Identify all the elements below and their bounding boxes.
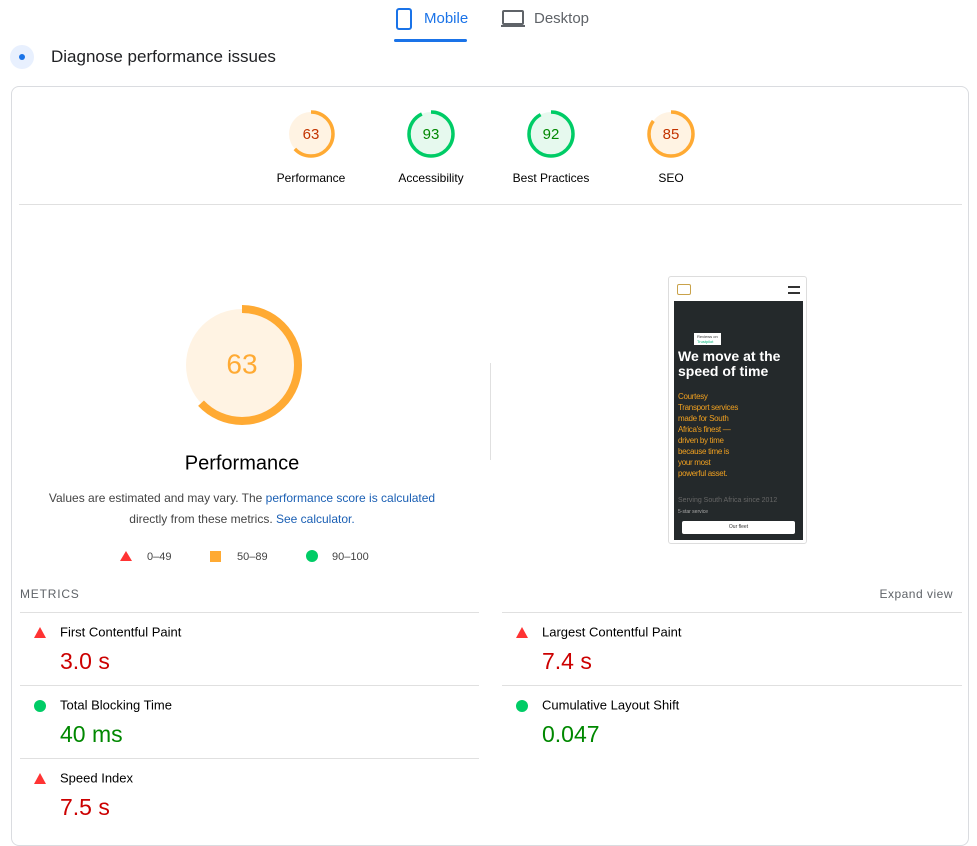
hero-body: Courtesy Transport services made for Sou… [678, 392, 739, 478]
stars: 5-star service [678, 509, 709, 515]
expand-view[interactable]: Expand view [879, 587, 953, 601]
gauge-bg [186, 309, 298, 421]
hero: Reviews on Trustpilot We move at the spee… [674, 301, 803, 540]
metric-value: 0.047 [542, 721, 600, 747]
menu-icon [788, 286, 800, 294]
metric-value: 40 ms [60, 721, 123, 747]
gauge-bg [649, 112, 693, 156]
gauge-score: 92 [543, 126, 560, 143]
gauge-bg [289, 112, 333, 156]
heading: Diagnose performance issues [51, 47, 276, 66]
trustpilot-badge: Reviews on Trustpilot [694, 333, 721, 345]
metric-name: First Contentful Paint [60, 624, 182, 639]
hero-button: Our fleet [682, 521, 795, 534]
metric-icon [516, 627, 528, 638]
desc-link[interactable]: See calculator. [275, 512, 355, 526]
metric-icon [34, 700, 46, 712]
gauge-arc [407, 110, 455, 158]
gauge-arc [647, 110, 695, 158]
metric-name: Cumulative Layout Shift [542, 697, 680, 712]
metric-value: 7.5 s [60, 794, 110, 820]
desktop-icon-base [501, 25, 525, 27]
gauge-label: Accessibility [398, 171, 463, 185]
gauge-arc [182, 305, 302, 425]
logo [677, 284, 691, 295]
gauge-label: SEO [658, 171, 683, 185]
description: Values are estimated and may vary. The p… [30, 488, 454, 530]
mobile-icon [396, 8, 412, 30]
badge-text: Reviews on [697, 334, 718, 339]
desc-link[interactable]: performance score is calculated [265, 491, 436, 505]
gauge-score: 93 [423, 126, 440, 143]
metric-name: Largest Contentful Paint [542, 624, 682, 639]
gauge-arc [527, 110, 575, 158]
gauge-score: 85 [663, 126, 680, 143]
tab-desktop[interactable]: Desktop [534, 10, 590, 27]
gauge-label: Performance [277, 171, 346, 185]
legend-text: 90–100 [332, 551, 369, 563]
gauge-arc [287, 110, 335, 158]
desc-text: Values are estimated and may vary. The [48, 491, 266, 505]
gauge-main-label: Performance [185, 452, 300, 474]
metrics-title: METRICS [20, 587, 80, 601]
metric-icon [516, 700, 528, 712]
tab-mobile[interactable]: Mobile [424, 10, 469, 27]
diagnose-icon-dot [19, 54, 25, 60]
desc-text: directly from these metrics. [129, 512, 276, 526]
gauge-bg [529, 112, 573, 156]
gauge-score: 63 [226, 348, 257, 379]
metric-icon [34, 627, 46, 638]
gauge-label: Best Practices [513, 171, 590, 185]
legend-text: 0–49 [147, 551, 171, 563]
legend-triangle [120, 551, 132, 561]
page-screenshot: Reviews on Trustpilot We move at the spee… [668, 276, 807, 544]
headline: We move at the speed of time [678, 348, 781, 379]
since: Serving South Africa since 2012 [678, 497, 778, 504]
desktop-icon [502, 10, 524, 25]
legend-text: 50–89 [237, 551, 268, 563]
tab-underline [394, 39, 467, 42]
legend-square [210, 551, 221, 562]
gauge-score: 63 [303, 126, 320, 143]
metric-value: 3.0 s [60, 648, 110, 674]
metric-name: Speed Index [60, 770, 134, 785]
metric-value: 7.4 s [542, 648, 592, 674]
metric-icon [34, 773, 46, 784]
badge-brand: Trustpilot [697, 339, 714, 344]
legend-circle [306, 550, 318, 562]
gauge-bg [409, 112, 453, 156]
metric-name: Total Blocking Time [60, 697, 172, 712]
